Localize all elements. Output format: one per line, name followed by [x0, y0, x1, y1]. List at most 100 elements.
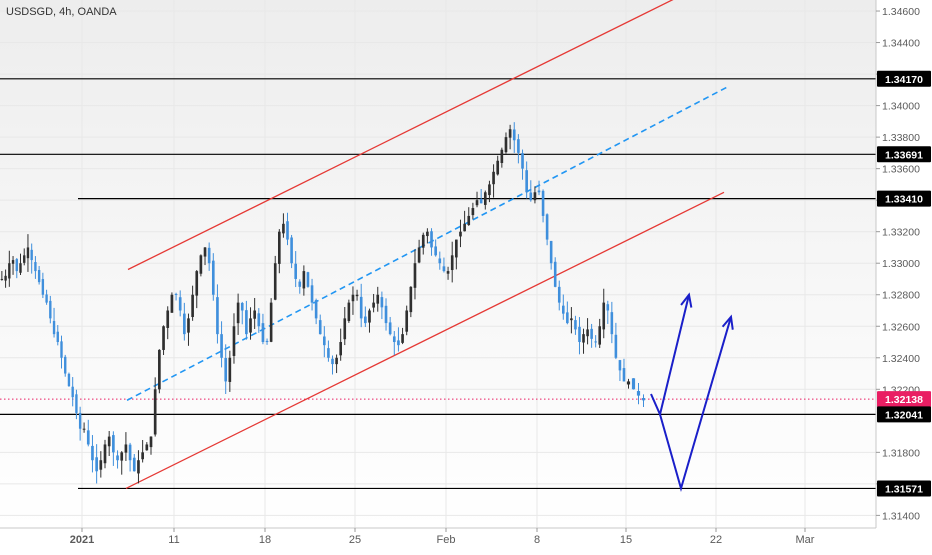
candle [335, 354, 338, 374]
candle-body [269, 302, 273, 342]
candle [86, 419, 90, 447]
candle [586, 318, 589, 345]
candle-body [614, 334, 618, 358]
candle [37, 266, 41, 285]
candle [15, 257, 18, 279]
candle [438, 251, 442, 270]
candle [141, 440, 144, 463]
candle [183, 302, 186, 341]
plot-background [0, 0, 876, 528]
candle-body [351, 294, 355, 302]
candle [364, 306, 367, 328]
candle [413, 249, 417, 300]
candle-body [49, 300, 52, 319]
candle [273, 255, 277, 301]
candle [492, 164, 495, 198]
candle [290, 234, 293, 269]
candle-body [224, 358, 228, 382]
candle [170, 292, 174, 313]
candle [446, 266, 450, 280]
candle-body [525, 170, 528, 193]
candle-body [15, 259, 18, 272]
candle-body [8, 263, 11, 279]
candle [606, 300, 610, 324]
candle [107, 431, 111, 456]
candle [199, 254, 203, 277]
candle [294, 251, 297, 288]
candle [224, 344, 228, 394]
candle [631, 378, 636, 390]
y-tick-label: 1.32800 [882, 290, 920, 302]
candle-body [112, 435, 115, 453]
level-price-label: 1.31571 [885, 483, 923, 495]
candle [11, 256, 15, 275]
candle-body [75, 394, 78, 413]
candle-body [610, 312, 614, 335]
candle-body [426, 231, 429, 237]
candle-body [178, 297, 182, 311]
candle [512, 122, 516, 153]
trend-channel [125, 0, 729, 490]
candle-body [211, 260, 215, 295]
candle-body [95, 457, 98, 472]
candle [442, 257, 446, 273]
candle-body [60, 341, 63, 358]
candle-body [359, 296, 363, 319]
candle-body [570, 318, 573, 321]
current-price-label: 1.32138 [885, 394, 923, 406]
candle [323, 326, 326, 358]
candle [269, 298, 273, 343]
candle [533, 186, 537, 204]
candle-body [438, 258, 442, 264]
candle [602, 288, 606, 339]
candle [23, 248, 26, 266]
candle-body [368, 310, 371, 323]
candle [578, 317, 581, 355]
candle [525, 161, 528, 199]
candle-body [641, 398, 646, 401]
candle-body [314, 300, 318, 319]
candle-body [306, 272, 310, 287]
candle [471, 202, 475, 220]
candle-body [302, 271, 306, 289]
candle-body [195, 271, 199, 296]
candle-body [450, 255, 454, 271]
candle-body [562, 305, 565, 314]
candle-body [388, 322, 392, 335]
candle-body [174, 293, 178, 295]
candle [537, 180, 541, 196]
candle [618, 359, 622, 381]
candle-body [71, 386, 74, 398]
candle-body [590, 328, 593, 339]
level-price-label-bg [877, 190, 931, 207]
candle-body [207, 247, 211, 264]
candle-body [376, 294, 380, 304]
candle [64, 354, 67, 377]
x-tick-label: 22 [710, 534, 722, 546]
candle [529, 180, 533, 202]
candle [459, 219, 462, 248]
candle-body [310, 285, 314, 303]
candle [500, 147, 504, 168]
candle-body [99, 460, 103, 470]
candle [220, 321, 223, 368]
candle-body [228, 357, 232, 382]
candle [132, 453, 136, 472]
candle [207, 242, 211, 271]
candle [99, 451, 103, 478]
level-price-label: 1.34170 [885, 74, 923, 86]
candle-body [19, 263, 22, 273]
candle [286, 212, 289, 246]
candle [60, 335, 63, 369]
candle-body [23, 255, 26, 263]
candle [124, 432, 128, 461]
level-price-label-bg [877, 146, 931, 163]
candle-body [500, 149, 504, 164]
candle [0, 271, 4, 281]
candle-body [405, 310, 409, 332]
candle [574, 315, 577, 335]
candle-body [430, 231, 433, 248]
candle-body [64, 356, 67, 374]
candle-body [132, 457, 136, 472]
